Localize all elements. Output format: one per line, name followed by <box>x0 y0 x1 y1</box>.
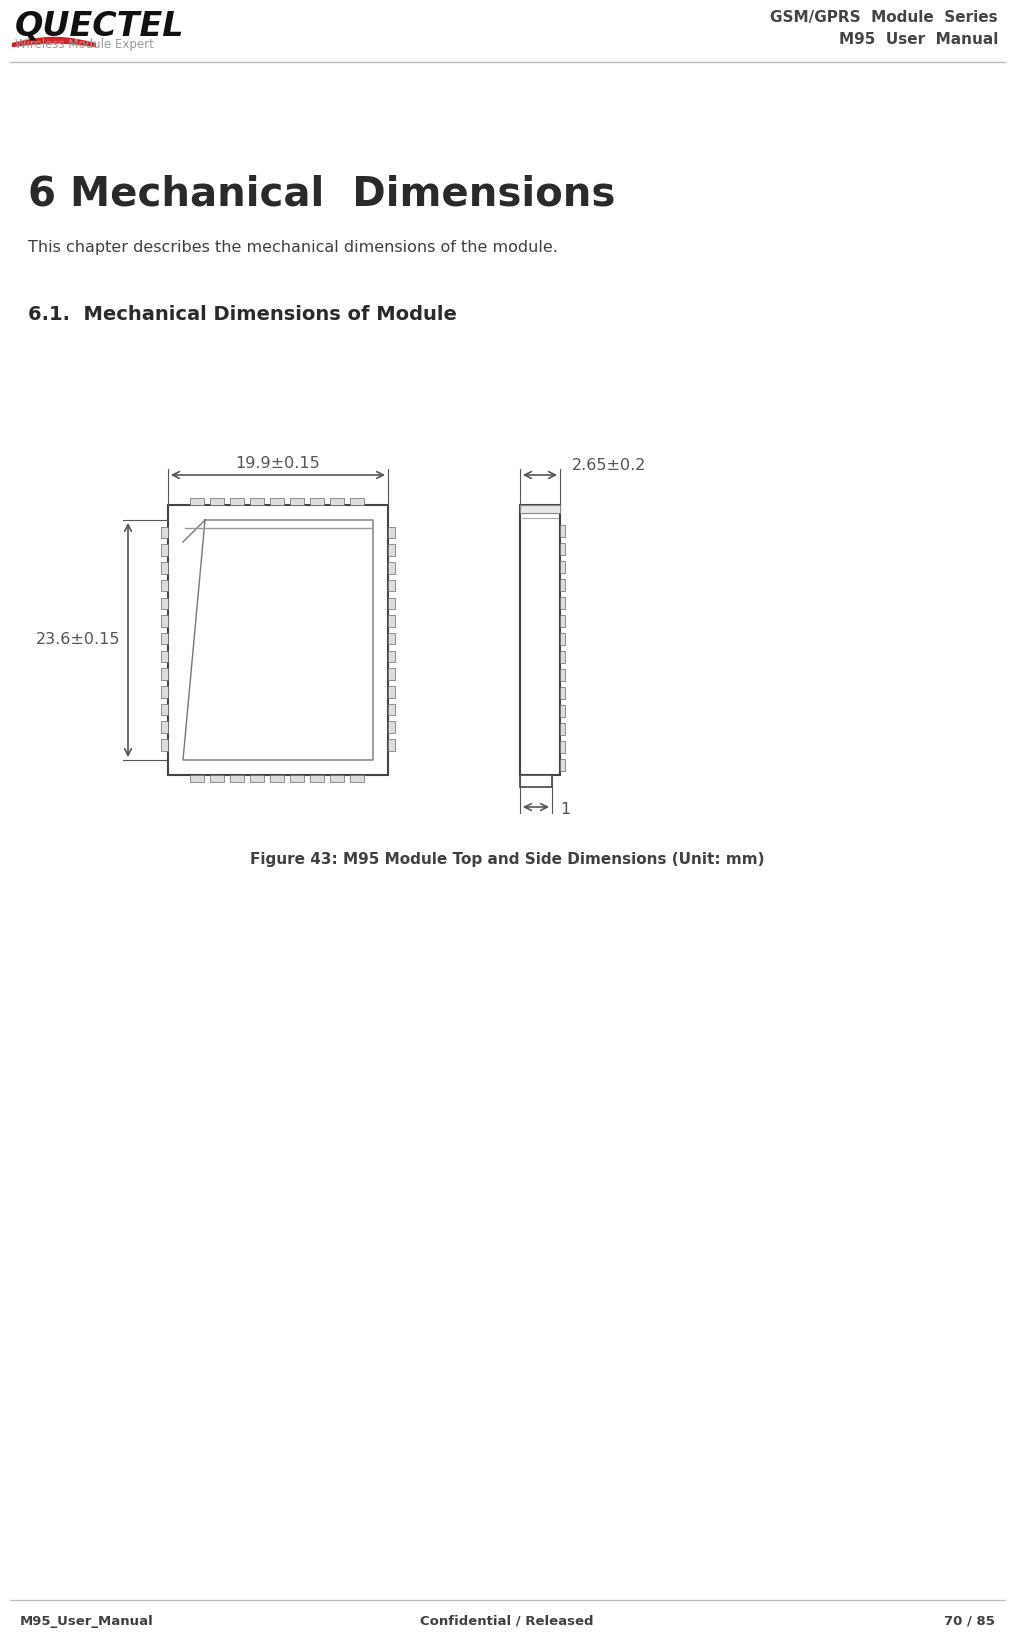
Text: 23.6±0.15: 23.6±0.15 <box>36 632 120 647</box>
Text: M95  User  Manual: M95 User Manual <box>838 33 998 48</box>
Text: GSM/GPRS  Module  Series: GSM/GPRS Module Series <box>770 10 998 25</box>
Text: M95_User_Manual: M95_User_Manual <box>20 1615 153 1628</box>
Text: Confidential / Released: Confidential / Released <box>420 1615 594 1628</box>
Bar <box>560 686 565 698</box>
Bar <box>560 578 565 591</box>
Bar <box>190 498 204 505</box>
Bar <box>310 498 324 505</box>
Bar <box>210 775 224 781</box>
Text: 6.1.  Mechanical Dimensions of Module: 6.1. Mechanical Dimensions of Module <box>28 305 457 324</box>
Bar <box>161 668 168 680</box>
Bar <box>190 775 204 781</box>
Bar <box>560 668 565 680</box>
Bar <box>161 632 168 644</box>
Bar <box>230 498 244 505</box>
Bar <box>388 616 395 627</box>
Bar <box>350 498 364 505</box>
Bar <box>161 739 168 750</box>
Text: 2.65±0.2: 2.65±0.2 <box>572 459 647 473</box>
Bar <box>270 498 284 505</box>
Bar <box>161 544 168 555</box>
Bar <box>161 562 168 573</box>
Bar <box>520 505 560 513</box>
Bar <box>560 758 565 770</box>
Bar <box>161 527 168 539</box>
Bar <box>560 740 565 752</box>
Text: This chapter describes the mechanical dimensions of the module.: This chapter describes the mechanical di… <box>28 241 558 256</box>
Bar <box>330 775 344 781</box>
Text: 70 / 85: 70 / 85 <box>944 1615 995 1628</box>
Bar <box>230 775 244 781</box>
Bar <box>250 498 264 505</box>
Bar <box>388 562 395 573</box>
Bar <box>161 650 168 662</box>
Bar <box>560 524 565 537</box>
Bar <box>161 580 168 591</box>
Bar <box>161 704 168 716</box>
Bar <box>250 775 264 781</box>
Bar <box>161 598 168 609</box>
Bar <box>560 722 565 734</box>
Bar <box>560 560 565 573</box>
Bar <box>388 580 395 591</box>
Bar <box>560 542 565 555</box>
Bar <box>388 544 395 555</box>
Bar <box>388 668 395 680</box>
Bar <box>290 498 304 505</box>
Bar <box>560 704 565 716</box>
Bar <box>161 616 168 627</box>
Text: 1: 1 <box>560 801 570 816</box>
Bar <box>161 686 168 698</box>
Text: Figure 43: M95 Module Top and Side Dimensions (Unit: mm): Figure 43: M95 Module Top and Side Dimen… <box>250 852 764 867</box>
Text: 6 Mechanical  Dimensions: 6 Mechanical Dimensions <box>28 175 615 215</box>
Bar <box>270 775 284 781</box>
Text: Wireless Module Expert: Wireless Module Expert <box>15 38 154 51</box>
Bar <box>560 632 565 644</box>
Bar <box>290 775 304 781</box>
Bar <box>388 704 395 716</box>
Bar <box>161 721 168 732</box>
Bar <box>168 505 388 775</box>
Bar <box>560 596 565 608</box>
Bar <box>520 505 560 775</box>
Bar <box>388 650 395 662</box>
Bar <box>520 775 552 786</box>
Bar <box>388 632 395 644</box>
Bar <box>560 650 565 662</box>
Bar <box>350 775 364 781</box>
Bar <box>388 686 395 698</box>
Text: 19.9±0.15: 19.9±0.15 <box>235 455 321 472</box>
Text: QUECTEL: QUECTEL <box>15 10 185 43</box>
Bar <box>210 498 224 505</box>
Bar <box>310 775 324 781</box>
Bar <box>388 739 395 750</box>
Bar <box>330 498 344 505</box>
Bar <box>388 598 395 609</box>
Bar <box>388 527 395 539</box>
Bar <box>388 721 395 732</box>
Bar <box>560 614 565 626</box>
